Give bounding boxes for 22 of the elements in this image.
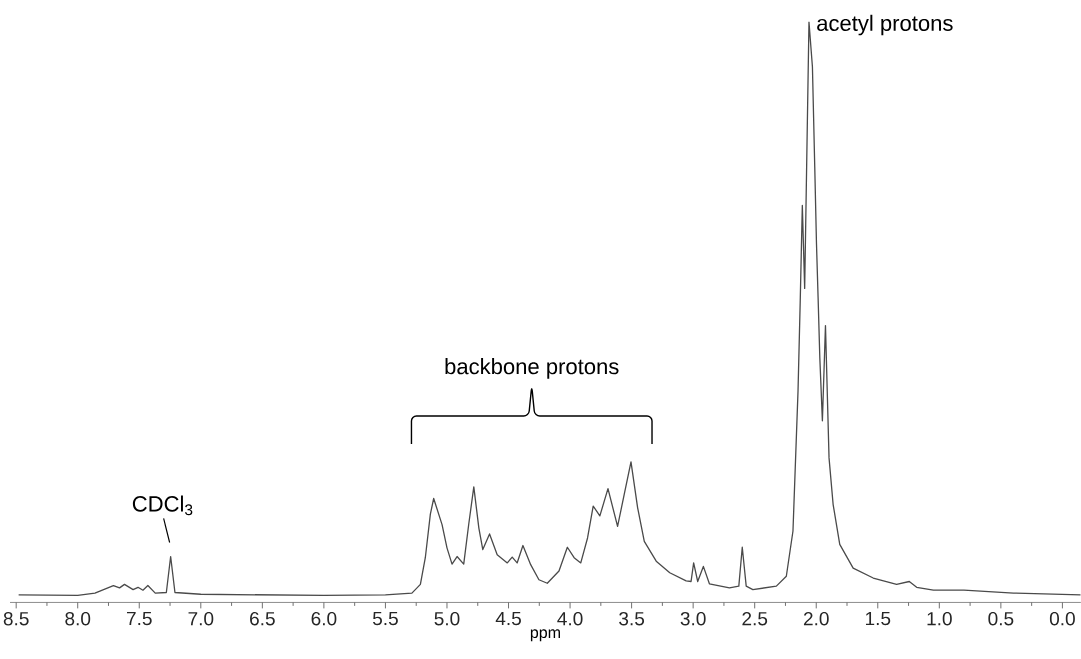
x-tick-label: 8.5 — [3, 612, 29, 626]
annotation: CDCl$_{3}$ — [132, 495, 193, 516]
x-tick-label: 6.0 — [311, 612, 337, 626]
x-tick-label: 5.0 — [434, 612, 460, 626]
annotation: backbone protons — [445, 358, 619, 379]
x-tick-label: 2.0 — [803, 612, 829, 626]
x-tick-label: 7.5 — [127, 612, 152, 626]
x-tick-label: 0.0 — [1049, 612, 1075, 626]
x-tick-label: 3.5 — [619, 612, 645, 626]
x-tick-label: 6.5 — [250, 612, 275, 626]
x-tick-label: 3.0 — [680, 612, 706, 626]
x-tick-label: 5.5 — [372, 612, 398, 626]
x-axis-title: ppm — [530, 629, 560, 642]
x-tick-label: 8.0 — [65, 612, 91, 626]
annotation: acetyl protons — [817, 15, 953, 36]
x-tick-label: 2.5 — [742, 612, 768, 626]
x-tick-label: 7.0 — [188, 612, 214, 626]
x-tick-label: 4.0 — [557, 612, 583, 626]
x-tick-label: 0.5 — [988, 612, 1014, 626]
x-tick-label: 4.5 — [495, 612, 521, 626]
x-tick-label: 1.5 — [865, 612, 891, 626]
x-tick-label: 1.0 — [927, 612, 952, 626]
